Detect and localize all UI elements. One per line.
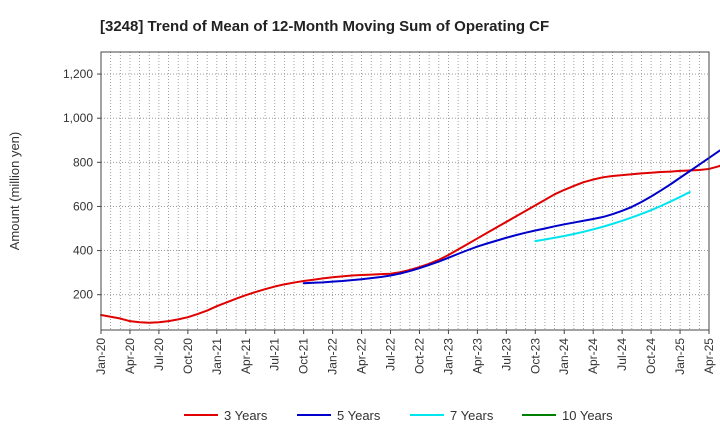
- x-tick-label: Oct-22: [412, 338, 426, 374]
- x-tick-label: Oct-21: [297, 338, 311, 374]
- x-tick-label: Jan-25: [673, 338, 687, 375]
- x-tick-label: Apr-21: [239, 338, 253, 374]
- series-line-5-years: [302, 149, 720, 285]
- series-line-7-years: [534, 191, 691, 243]
- x-tick-label: Apr-25: [702, 338, 716, 374]
- x-tick-label: Jul-22: [384, 338, 398, 371]
- legend-label-3-years: 3 Years: [224, 408, 268, 423]
- series-layer: [100, 149, 720, 324]
- legend-label-10-years: 10 Years: [562, 408, 613, 423]
- x-tick-label: Jul-24: [615, 338, 629, 371]
- x-tick-label: Jul-21: [268, 338, 282, 371]
- x-tick-label: Jan-23: [441, 338, 455, 375]
- x-tick-label: Jan-20: [94, 338, 108, 375]
- legend-label-7-years: 7 Years: [450, 408, 494, 423]
- plot-frame: [100, 51, 710, 331]
- legend: 3 Years 5 Years 7 Years 10 Years: [184, 408, 613, 423]
- x-tick-label: Oct-23: [528, 338, 542, 374]
- x-axis: Jan-20 Apr-20 Jul-20 Oct-20 Jan-21 Apr-21 Jul-…: [94, 330, 716, 375]
- x-tick-label: Jan-22: [326, 338, 340, 375]
- legend-label-5-years: 5 Years: [337, 408, 381, 423]
- y-tick-label: 400: [73, 244, 93, 258]
- y-axis-label: Amount (million yen): [7, 132, 22, 251]
- series-line-3-years: [100, 164, 720, 324]
- y-tick-label: 1,200: [63, 67, 93, 81]
- y-tick-label: 600: [73, 199, 93, 213]
- x-tick-label: Oct-24: [644, 338, 658, 374]
- x-tick-label: Oct-20: [181, 338, 195, 374]
- x-tick-label: Jan-21: [210, 338, 224, 375]
- x-tick-label: Apr-22: [355, 338, 369, 374]
- x-tick-label: Jan-24: [557, 338, 571, 375]
- y-axis: 200 400 600 800 1,000 1,200: [63, 67, 101, 302]
- x-tick-label: Jul-20: [152, 338, 166, 371]
- y-tick-label: 1,000: [63, 111, 93, 125]
- y-tick-label: 800: [73, 155, 93, 169]
- x-tick-label: Apr-23: [470, 338, 484, 374]
- x-tick-label: Apr-24: [586, 338, 600, 374]
- x-tick-label: Jul-23: [499, 338, 513, 371]
- grid-layer: [101, 52, 709, 330]
- y-tick-label: 200: [73, 288, 93, 302]
- x-tick-label: Apr-20: [123, 338, 137, 374]
- chart-title: [3248] Trend of Mean of 12-Month Moving …: [100, 18, 549, 35]
